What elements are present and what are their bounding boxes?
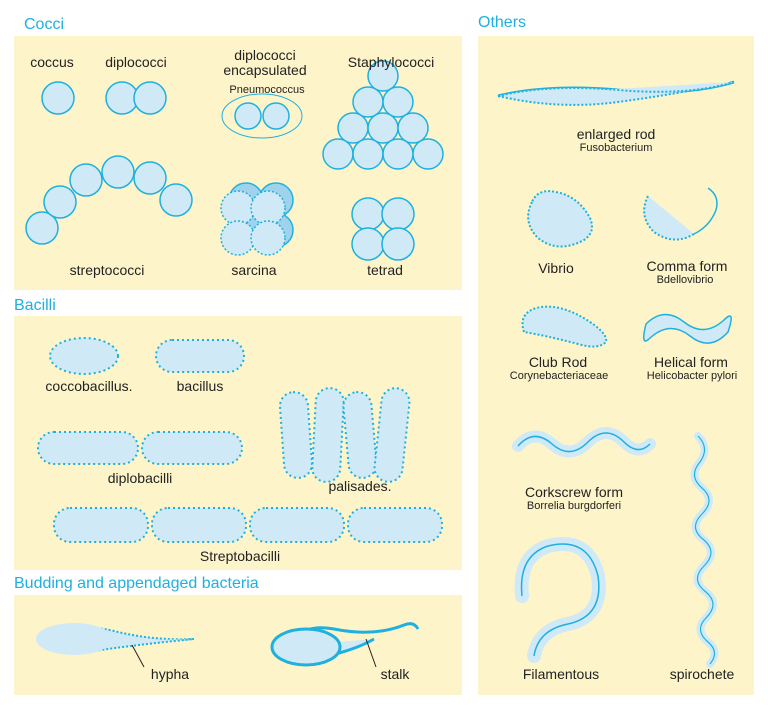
budding-title: Budding and appendaged bacteria: [14, 575, 259, 593]
label-helical: Helical form: [636, 354, 746, 370]
bacilli-svg: [14, 316, 462, 570]
label-diplobacilli: diplobacilli: [90, 470, 190, 486]
label-helicobacter: Helicobacter pylori: [632, 370, 752, 382]
label-enlarged-rod: enlarged rod: [556, 126, 676, 142]
others-title: Others: [478, 14, 526, 32]
label-diplococci-enc: diplococci encapsulated: [210, 48, 320, 79]
label-palisades: palisades.: [310, 478, 410, 494]
label-pneumococcus: Pneumococcus: [222, 84, 312, 96]
label-vibrio: Vibrio: [516, 260, 596, 276]
label-bacillus: bacillus: [160, 378, 240, 394]
bacilli-title: Bacilli: [14, 297, 56, 315]
label-coryne: Corynebacteriaceae: [494, 370, 624, 382]
label-tetrad: tetrad: [350, 262, 420, 278]
label-borrelia: Borrelia burgdorferi: [504, 500, 644, 512]
label-hypha: hypha: [140, 666, 200, 682]
label-streptococci: streptococci: [52, 262, 162, 278]
label-coccus: coccus: [22, 54, 82, 70]
label-corkscrew: Corkscrew form: [504, 484, 644, 500]
label-bdellovibrio: Bdellovibrio: [640, 274, 730, 286]
label-filamentous: Filamentous: [506, 666, 616, 682]
label-spirochete: spirochete: [652, 666, 752, 682]
cocci-title: Cocci: [24, 16, 64, 34]
label-sarcina: sarcina: [214, 262, 294, 278]
label-fusobacterium: Fusobacterium: [566, 142, 666, 154]
label-comma: Comma form: [632, 258, 742, 274]
label-staphylococci: Staphylococci: [336, 54, 446, 70]
label-diplococci: diplococci: [96, 54, 176, 70]
label-stalk: stalk: [370, 666, 420, 682]
label-clubrod: Club Rod: [508, 354, 608, 370]
label-coccobacillus: coccobacillus.: [34, 378, 144, 394]
label-streptobacilli: Streptobacilli: [180, 548, 300, 564]
